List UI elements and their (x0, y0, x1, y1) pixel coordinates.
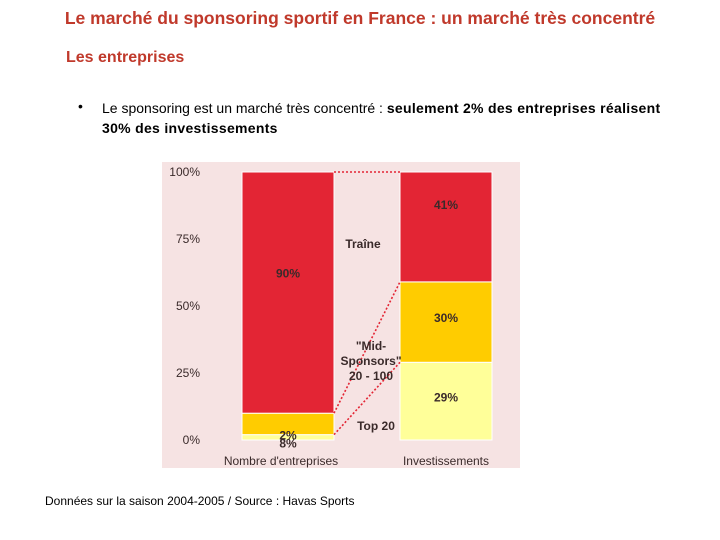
data-label: 41% (434, 198, 458, 212)
annotation-mid-sponsors: Sponsors" (340, 354, 401, 368)
data-label: 29% (434, 390, 458, 404)
data-label: 30% (434, 311, 458, 325)
section-subtitle: Les entreprises (66, 49, 185, 66)
data-label: 90% (276, 266, 300, 280)
bar-segment (241, 171, 335, 414)
bar-segment (399, 281, 493, 363)
bullet-text-bold: seulement 2% des entreprises réalisent 3… (102, 100, 661, 136)
bar-segment (399, 171, 493, 283)
bullet-text: Le sponsoring est un marché très concent… (102, 98, 662, 138)
connector-lines (333, 171, 401, 436)
footnote: Données sur la saison 2004-2005 / Source… (45, 494, 355, 508)
annotation-top20: Top 20 (357, 419, 395, 433)
x-tick-label: Investissements (403, 454, 489, 468)
annotations: Traîne "Mid-Sponsors"20 - 100 Top 20 (340, 237, 401, 433)
y-tick-label: 100% (169, 165, 200, 179)
x-axis: Nombre d'entreprises Investissements (224, 454, 489, 468)
annotation-mid-sponsors: "Mid- (356, 339, 386, 353)
data-label: 2% (279, 429, 297, 443)
bullet-text-normal: Le sponsoring est un marché très concent… (102, 100, 387, 116)
data-label: 8% (279, 437, 297, 451)
annotation-mid-sponsors: 20 - 100 (349, 369, 393, 383)
y-tick-label: 50% (176, 299, 200, 313)
x-tick-label: Nombre d'entreprises (224, 454, 338, 468)
y-tick-label: 25% (176, 366, 200, 380)
bullet-icon: • (78, 98, 83, 114)
bar-segment (399, 361, 493, 441)
y-tick-label: 75% (176, 232, 200, 246)
bars (241, 171, 493, 441)
page-title: Le marché du sponsoring sportif en Franc… (64, 8, 656, 28)
connector-line (333, 361, 401, 436)
y-axis: 0% 25% 50% 75% 100% (169, 165, 200, 447)
connector-line (333, 281, 401, 414)
y-tick-label: 0% (183, 433, 201, 447)
data-labels: 2%8% 90% 29% 30% 41% (276, 198, 458, 451)
annotation-traine: Traîne (345, 237, 381, 251)
stacked-bar-chart: 0% 25% 50% 75% 100% 2%8% 90% 29% 30% 41% Traîne "… (162, 162, 520, 468)
